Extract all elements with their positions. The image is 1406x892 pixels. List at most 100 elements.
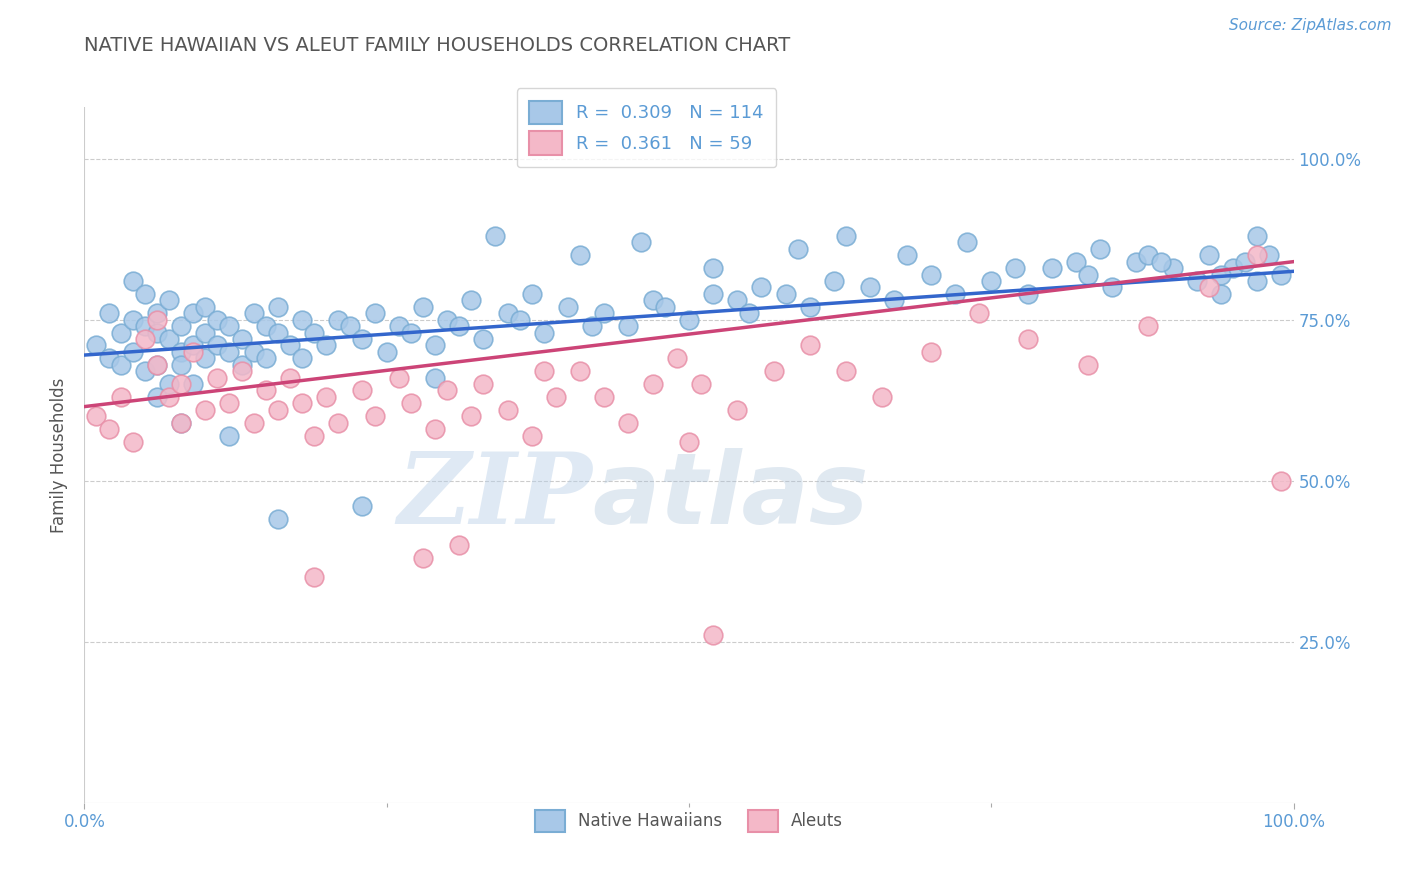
- Point: [569, 248, 592, 262]
- Point: [352, 384, 374, 398]
- Point: [883, 293, 905, 308]
- Point: [775, 286, 797, 301]
- Point: [399, 396, 422, 410]
- Point: [1185, 274, 1208, 288]
- Point: [291, 351, 314, 366]
- Point: [181, 377, 204, 392]
- Point: [231, 364, 253, 378]
- Point: [121, 274, 143, 288]
- Point: [302, 428, 325, 442]
- Point: [472, 377, 495, 392]
- Point: [786, 242, 808, 256]
- Point: [231, 332, 253, 346]
- Point: [181, 338, 204, 352]
- Point: [1137, 319, 1160, 334]
- Point: [194, 402, 217, 417]
- Point: [665, 351, 688, 366]
- Point: [1209, 286, 1232, 301]
- Point: [194, 326, 217, 340]
- Point: [1149, 254, 1171, 268]
- Point: [302, 570, 325, 584]
- Point: [170, 416, 193, 430]
- Point: [702, 286, 724, 301]
- Point: [509, 312, 531, 326]
- Point: [1270, 268, 1292, 282]
- Point: [1077, 268, 1099, 282]
- Point: [920, 344, 942, 359]
- Point: [242, 416, 264, 430]
- Point: [449, 319, 471, 334]
- Point: [121, 312, 143, 326]
- Point: [617, 319, 640, 334]
- Point: [544, 390, 567, 404]
- Point: [1004, 261, 1026, 276]
- Point: [520, 428, 543, 442]
- Point: [194, 351, 217, 366]
- Point: [725, 402, 748, 417]
- Point: [593, 390, 616, 404]
- Point: [328, 416, 350, 430]
- Point: [1077, 358, 1099, 372]
- Point: [835, 228, 858, 243]
- Point: [157, 377, 180, 392]
- Point: [388, 370, 411, 384]
- Point: [654, 300, 676, 314]
- Point: [762, 364, 785, 378]
- Point: [375, 344, 398, 359]
- Point: [449, 538, 471, 552]
- Point: [799, 338, 821, 352]
- Point: [218, 344, 240, 359]
- Point: [207, 338, 229, 352]
- Point: [218, 396, 240, 410]
- Point: [352, 500, 374, 514]
- Point: [218, 319, 240, 334]
- Point: [423, 338, 446, 352]
- Point: [291, 312, 314, 326]
- Point: [751, 280, 773, 294]
- Point: [678, 312, 700, 326]
- Point: [496, 402, 519, 417]
- Point: [170, 319, 193, 334]
- Point: [170, 358, 193, 372]
- Point: [110, 358, 132, 372]
- Point: [315, 338, 337, 352]
- Point: [641, 377, 664, 392]
- Point: [97, 306, 120, 320]
- Point: [593, 306, 616, 320]
- Legend: Native Hawaiians, Aleuts: Native Hawaiians, Aleuts: [523, 798, 855, 843]
- Point: [121, 344, 143, 359]
- Point: [207, 312, 229, 326]
- Point: [146, 358, 169, 372]
- Point: [157, 390, 180, 404]
- Point: [630, 235, 652, 250]
- Point: [1040, 261, 1063, 276]
- Point: [956, 235, 979, 250]
- Point: [254, 319, 277, 334]
- Point: [533, 326, 555, 340]
- Point: [423, 422, 446, 436]
- Point: [363, 306, 385, 320]
- Point: [302, 326, 325, 340]
- Point: [1137, 248, 1160, 262]
- Point: [86, 409, 108, 424]
- Point: [1270, 474, 1292, 488]
- Point: [1101, 280, 1123, 294]
- Point: [207, 370, 229, 384]
- Point: [170, 416, 193, 430]
- Point: [267, 326, 290, 340]
- Point: [896, 248, 918, 262]
- Point: [399, 326, 422, 340]
- Point: [943, 286, 966, 301]
- Point: [110, 390, 132, 404]
- Point: [835, 364, 858, 378]
- Point: [738, 306, 761, 320]
- Point: [690, 377, 713, 392]
- Point: [181, 344, 204, 359]
- Text: ZIP: ZIP: [398, 449, 592, 545]
- Point: [254, 351, 277, 366]
- Point: [678, 435, 700, 450]
- Point: [97, 422, 120, 436]
- Point: [581, 319, 603, 334]
- Y-axis label: Family Households: Family Households: [51, 377, 69, 533]
- Point: [267, 402, 290, 417]
